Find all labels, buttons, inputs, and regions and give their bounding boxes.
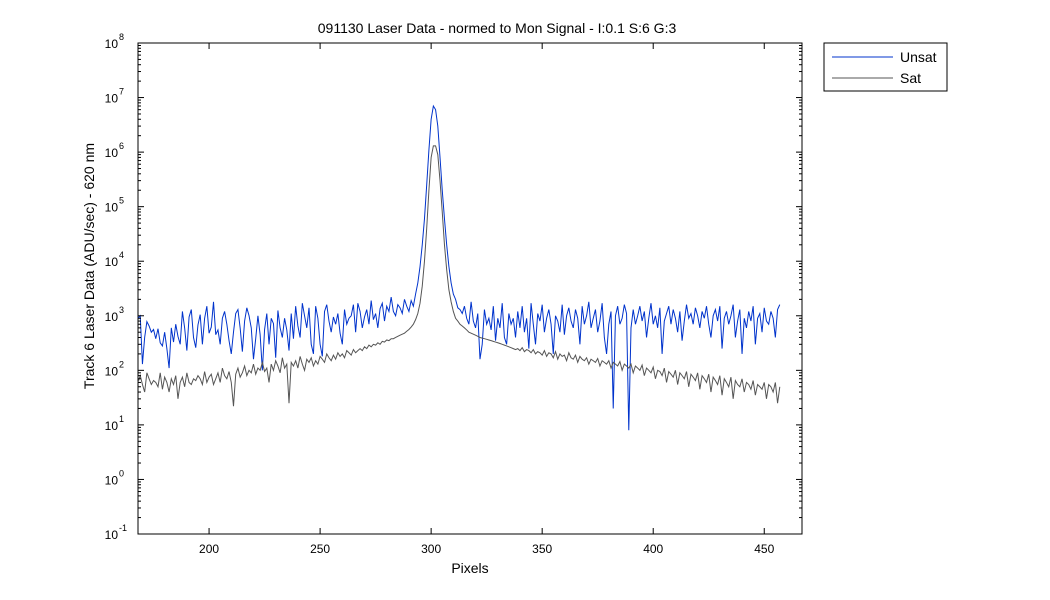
y-tick-label-exponent: 7 bbox=[119, 87, 124, 97]
x-tick-label: 200 bbox=[199, 542, 219, 556]
series-line-unsat bbox=[137, 104, 781, 431]
y-tick-label-exponent: 5 bbox=[119, 196, 124, 206]
legend-label-sat: Sat bbox=[900, 70, 921, 86]
y-tick-label-exponent: 2 bbox=[119, 359, 124, 369]
legend: Unsat Sat bbox=[823, 42, 948, 92]
y-tick-label-exponent: 3 bbox=[119, 305, 124, 315]
y-tick-label-base: 10 bbox=[105, 255, 119, 269]
series-layer bbox=[137, 104, 781, 431]
x-tick-label: 250 bbox=[310, 542, 330, 556]
y-tick-label-exponent: 1 bbox=[119, 414, 124, 424]
y-tick-label-base: 10 bbox=[105, 310, 119, 324]
y-tick-label-base: 10 bbox=[105, 201, 119, 215]
y-tick-label-base: 10 bbox=[105, 146, 119, 160]
chart-title: 091130 Laser Data - normed to Mon Signal… bbox=[318, 20, 677, 36]
y-tick-label-base: 10 bbox=[105, 419, 119, 433]
x-tick-label: 350 bbox=[532, 542, 552, 556]
y-tick-label-exponent: 8 bbox=[119, 32, 124, 42]
y-tick-label-exponent: -1 bbox=[119, 523, 127, 533]
y-tick-label-base: 10 bbox=[105, 473, 119, 487]
x-tick-label: 400 bbox=[643, 542, 663, 556]
y-tick-label-exponent: 6 bbox=[119, 141, 124, 151]
y-axis-title: Track 6 Laser Data (ADU/sec) - 620 nm bbox=[81, 143, 97, 389]
x-tick-label: 300 bbox=[421, 542, 441, 556]
x-tick-label: 450 bbox=[754, 542, 774, 556]
y-tick-label-exponent: 4 bbox=[119, 250, 124, 260]
y-tick-label-base: 10 bbox=[105, 528, 119, 542]
y-tick-label-exponent: 0 bbox=[119, 468, 124, 478]
plot-area bbox=[137, 42, 803, 535]
y-tick-label-base: 10 bbox=[105, 37, 119, 51]
legend-box bbox=[823, 42, 948, 92]
legend-label-unsat: Unsat bbox=[900, 49, 937, 65]
x-axis-title: Pixels bbox=[451, 560, 488, 576]
series-line-sat bbox=[137, 145, 781, 407]
y-tick-label-base: 10 bbox=[105, 92, 119, 106]
y-tick-label-base: 10 bbox=[105, 364, 119, 378]
